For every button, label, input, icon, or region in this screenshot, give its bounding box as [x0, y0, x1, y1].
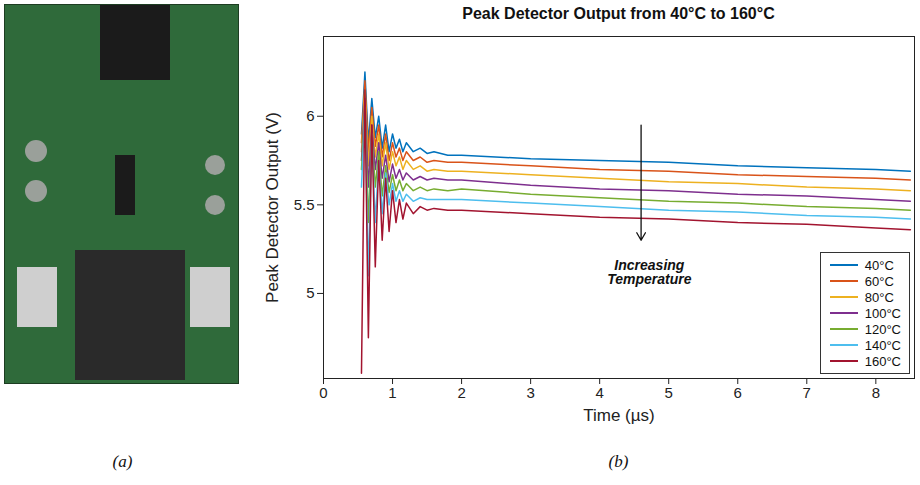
html-text:80°C: 80°C — [864, 289, 894, 305]
html-text:140°C: 140°C — [864, 337, 901, 353]
svg-text:5.5: 5.5 — [294, 196, 315, 213]
svg-text:Peak Detector Output (V): Peak Detector Output (V) — [263, 112, 282, 303]
svg-text:7: 7 — [803, 384, 811, 401]
svg-text:5: 5 — [665, 384, 673, 401]
svg-text:4: 4 — [595, 384, 603, 401]
svg-text:6: 6 — [306, 107, 314, 124]
svg-text:5: 5 — [306, 284, 314, 301]
html-text:60°C: 60°C — [864, 273, 894, 289]
svg-text:6: 6 — [734, 384, 742, 401]
svg-text:1: 1 — [388, 384, 396, 401]
html-text:Peak Detector Output from 40°C: Peak Detector Output from 40°C to 160°C — [462, 5, 775, 22]
html-text:120°C: 120°C — [864, 321, 901, 337]
html-text:(b): (b) — [608, 452, 629, 471]
svg-text:3: 3 — [526, 384, 534, 401]
html-text:100°C: 100°C — [864, 305, 901, 321]
html-text:40°C: 40°C — [864, 257, 894, 273]
svg-text:8: 8 — [872, 384, 880, 401]
svg-text:IncreasingTemperature: IncreasingTemperature — [607, 257, 692, 287]
html-text:160°C: 160°C — [864, 353, 901, 369]
svg-text:Time (µs): Time (µs) — [583, 406, 655, 425]
html-text:(a): (a) — [112, 452, 133, 471]
svg-text:2: 2 — [457, 384, 465, 401]
svg-text:0: 0 — [319, 384, 327, 401]
